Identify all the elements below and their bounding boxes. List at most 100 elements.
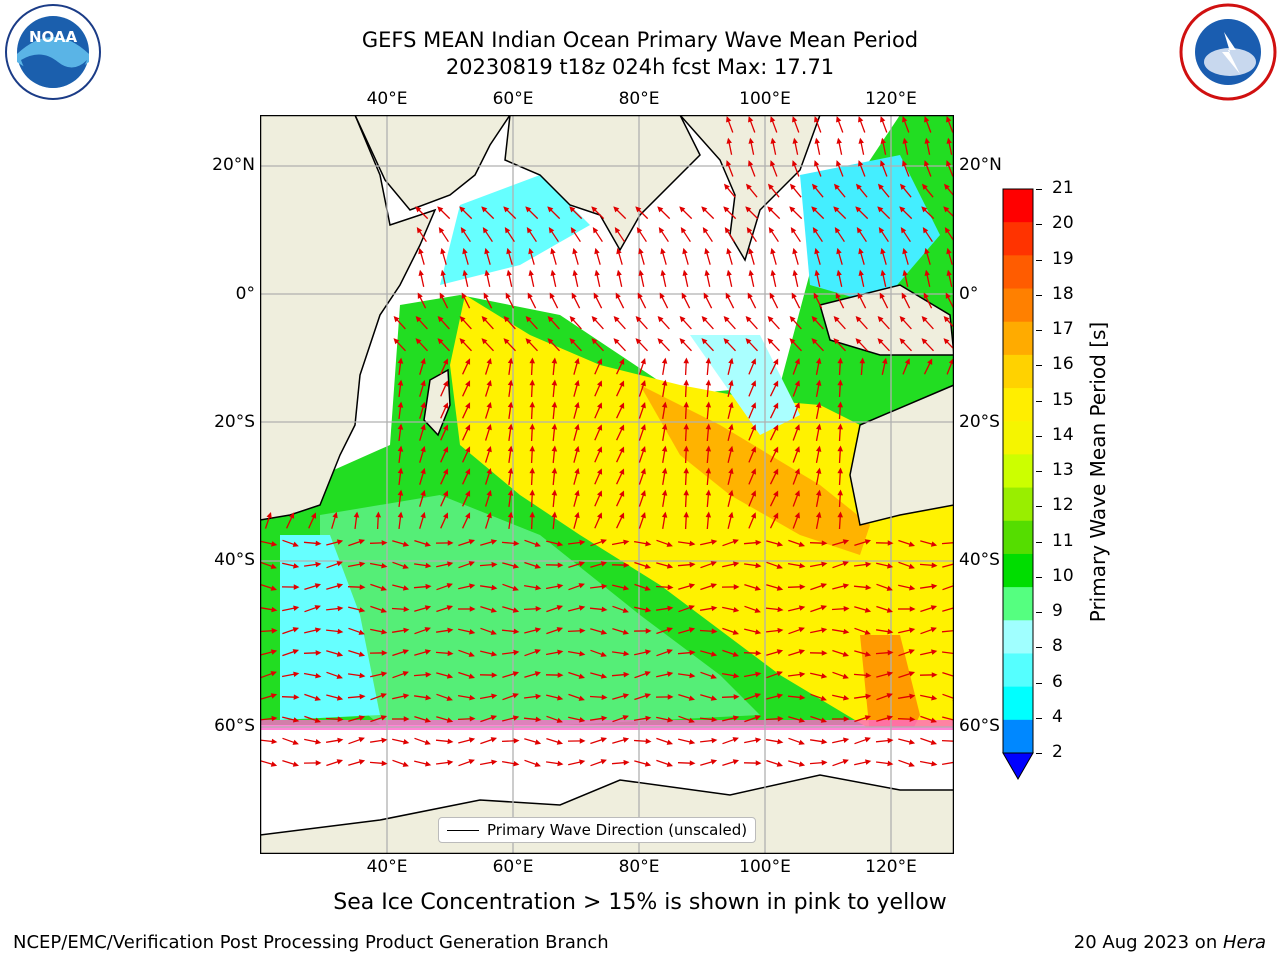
- wave-arrowhead: [726, 269, 732, 276]
- wave-arrowhead: [447, 540, 454, 546]
- wave-arrowhead: [551, 467, 558, 474]
- wave-arrowhead: [420, 379, 426, 387]
- colorbar-label: Primary Wave Mean Period [s]: [1086, 321, 1110, 623]
- wave-arrowhead: [902, 116, 908, 123]
- colorbar-segment: [1003, 321, 1033, 356]
- wave-arrowhead: [504, 227, 511, 234]
- wave-arrowhead: [661, 489, 668, 496]
- wave-arrowhead: [503, 338, 510, 345]
- colorbar-tick-mark: [1036, 365, 1042, 367]
- wave-arrowhead: [579, 628, 586, 634]
- wave-arrowhead: [415, 315, 422, 323]
- wave-arrowhead: [746, 227, 753, 234]
- wave-arrowhead: [600, 629, 608, 635]
- wave-arrowhead: [619, 512, 625, 519]
- wave-arrowhead: [901, 292, 907, 299]
- wave-arrowhead: [465, 402, 471, 409]
- wave-arrowhead: [750, 358, 757, 365]
- wave-arrowhead: [821, 561, 828, 568]
- wave-arrowhead: [946, 116, 952, 123]
- wave-arrowhead: [703, 292, 709, 299]
- sea-ice-edge: [260, 720, 954, 730]
- wave-arrowhead: [705, 445, 712, 452]
- wave-arrowhead: [880, 247, 886, 255]
- wave-arrowhead: [657, 315, 664, 323]
- wave-arrowhead: [661, 379, 668, 386]
- wave-arrowhead: [574, 489, 580, 497]
- wave-arrowhead: [943, 338, 950, 345]
- wave-arrowhead: [931, 583, 938, 590]
- colorbar-tick-mark: [1036, 435, 1042, 437]
- wave-arrowhead: [556, 605, 564, 611]
- wave-arrowhead: [880, 116, 886, 123]
- wave-arrowhead: [864, 539, 871, 545]
- wave-arrowhead: [886, 671, 894, 677]
- wave-arrowhead: [315, 540, 322, 547]
- wave-arrowhead: [865, 693, 872, 700]
- wave-arrowhead: [733, 607, 740, 613]
- wave-arrowhead: [512, 563, 520, 569]
- wave-arrowhead: [645, 607, 652, 613]
- lat-tick-left: 20°N: [212, 155, 255, 175]
- wave-arrowhead: [776, 671, 783, 677]
- wave-arrowhead: [776, 649, 784, 655]
- wave-arrowhead: [402, 585, 410, 591]
- wave-arrowhead: [644, 563, 652, 569]
- wave-arrowhead: [548, 227, 555, 234]
- colorbar-segment: [1003, 587, 1033, 621]
- wave-arrowhead: [770, 160, 776, 167]
- wave-arrowhead: [640, 357, 646, 365]
- wave-arrowhead: [336, 539, 344, 545]
- wave-arrowhead: [513, 628, 520, 635]
- wave-arrowhead: [358, 737, 365, 743]
- wave-arrowhead: [337, 628, 344, 635]
- wave-arrowhead: [557, 760, 564, 767]
- wave-arrowhead: [337, 737, 344, 744]
- footer-date: 20 Aug 2023 on Hera: [1074, 932, 1266, 953]
- wave-arrowhead: [270, 693, 278, 699]
- wave-arrowhead: [481, 206, 488, 213]
- colorbar-segment: [1003, 421, 1033, 455]
- wave-arrowhead: [689, 760, 696, 766]
- wave-arrowhead: [596, 468, 603, 475]
- wave-arrowhead: [507, 489, 514, 496]
- wave-arrowhead: [596, 490, 603, 497]
- wave-arrowhead: [886, 715, 894, 721]
- wave-arrowhead: [486, 401, 492, 409]
- wave-arrowhead: [358, 651, 366, 657]
- wave-arrowhead: [465, 358, 471, 365]
- wave-arrowhead: [728, 423, 734, 430]
- wave-arrowhead: [820, 605, 828, 611]
- wave-arrowhead: [596, 446, 603, 453]
- wave-arrowhead: [770, 137, 776, 144]
- wave-arrowhead: [842, 759, 849, 765]
- wave-arrowhead: [814, 247, 820, 255]
- wave-arrowhead: [921, 183, 928, 190]
- wave-arrowhead: [792, 137, 798, 144]
- wave-arrowhead: [773, 446, 779, 453]
- wave-arrowhead: [438, 227, 445, 234]
- wave-arrowhead: [336, 583, 344, 589]
- wave-arrowhead: [616, 269, 622, 276]
- wave-arrowhead: [359, 693, 366, 700]
- wave-arrowhead: [465, 468, 471, 475]
- wave-arrowhead: [728, 445, 734, 452]
- wave-arrowhead: [424, 605, 432, 611]
- wave-arrowhead: [887, 737, 894, 744]
- wave-arrowhead: [529, 445, 536, 452]
- wave-arrowhead: [733, 672, 740, 679]
- wave-arrowhead: [513, 649, 520, 656]
- wave-arrowhead: [728, 401, 734, 408]
- wave-arrowhead: [689, 672, 696, 679]
- wave-arrowhead: [418, 247, 424, 255]
- colorbar-tick-label: 6: [1052, 671, 1063, 692]
- colorbar-tick-mark: [1036, 682, 1042, 684]
- colorbar-tick-label: 14: [1052, 424, 1074, 445]
- wave-arrowhead: [777, 627, 784, 634]
- wave-arrowhead: [943, 315, 950, 323]
- wave-arrowhead: [688, 717, 695, 723]
- wave-arrowhead: [879, 292, 885, 299]
- wave-arrowhead: [858, 160, 864, 167]
- wave-arrowhead: [745, 315, 752, 323]
- wave-arrowhead: [732, 759, 739, 765]
